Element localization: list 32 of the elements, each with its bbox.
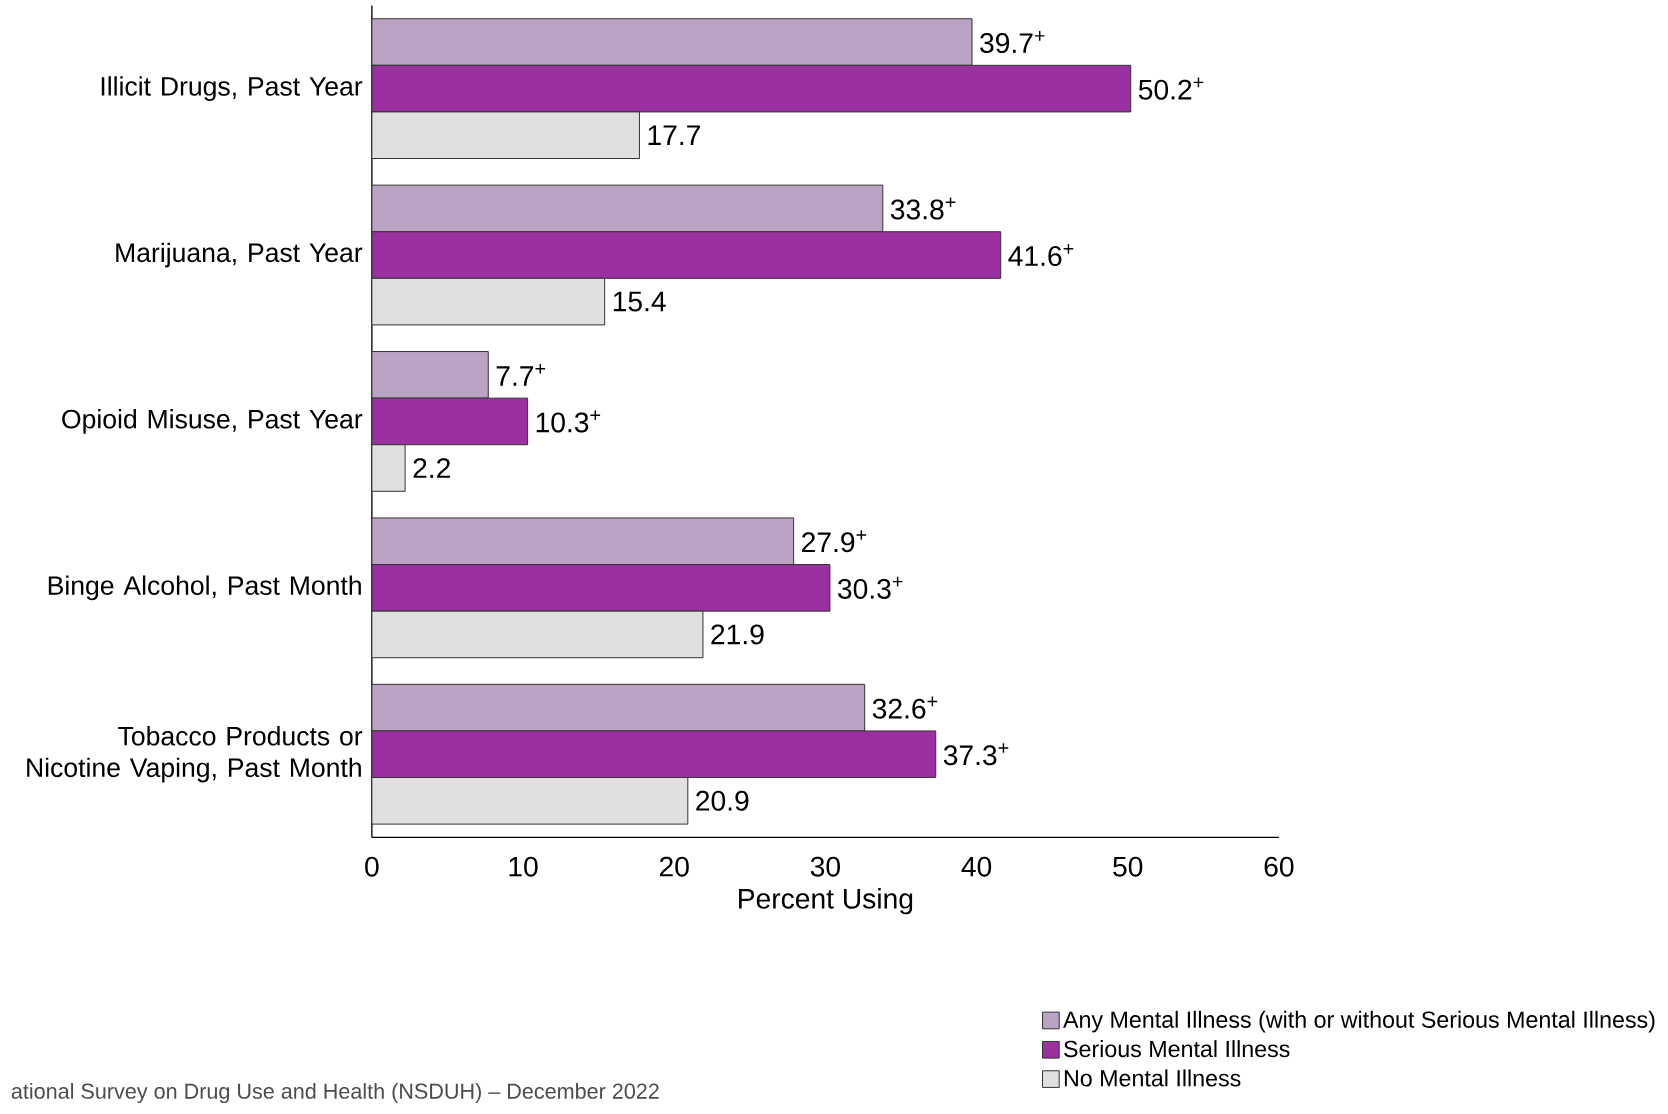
x-tick-label: 60 bbox=[1264, 856, 1294, 877]
data-label: 30.3$^{+}$ bbox=[837, 576, 903, 599]
x-tick-label: 0 bbox=[365, 856, 379, 877]
x-axis-title: Percent Using bbox=[739, 888, 913, 915]
text: ational Survey on Drug Use and Health (NSDUH) – December 2022 bbox=[11, 1082, 659, 1104]
y-tick-label: Tobacco Products or Nicotine Vaping, Past Month bbox=[27, 726, 363, 783]
legend-label: No Mental Illness bbox=[1064, 1069, 1241, 1087]
data-label: 37.3$^{+}$ bbox=[943, 743, 1009, 766]
data-label: 41.6$^{+}$ bbox=[1008, 243, 1074, 267]
legend-label: Serious Mental Illness bbox=[1064, 1040, 1290, 1058]
data-label: 7.7$^{+}$ bbox=[496, 363, 546, 386]
x-tick-label: 10 bbox=[509, 856, 538, 877]
data-label: 15.4 bbox=[613, 291, 666, 312]
data-label: 10.3$^{+}$ bbox=[536, 410, 601, 433]
data-label: 27.9$^{+}$ bbox=[802, 530, 867, 553]
x-tick-label: 50 bbox=[1113, 856, 1143, 877]
data-label: 2.2 bbox=[413, 458, 450, 478]
legend-label: Any Mental Illness (with or without Serious Mental Illness) bbox=[1063, 1010, 1655, 1033]
data-label: 39.7$^{+}$ bbox=[980, 30, 1045, 54]
x-tick-label: 30 bbox=[810, 856, 840, 877]
data-label: 32.6$^{+}$ bbox=[872, 696, 938, 719]
x-tick-label: 40 bbox=[961, 856, 992, 877]
x-tick-label: 20 bbox=[659, 856, 689, 877]
data-label: 33.8$^{+}$ bbox=[890, 197, 956, 220]
y-tick-label: Illicit Drugs, Past Year bbox=[101, 76, 363, 102]
data-label: 21.9 bbox=[711, 624, 764, 645]
y-tick-label: Marijuana, Past Year bbox=[116, 242, 363, 268]
data-label: 50.2$^{+}$ bbox=[1138, 77, 1204, 100]
data-label: 17.7 bbox=[648, 125, 700, 145]
data-label: 20.9 bbox=[696, 790, 749, 811]
y-tick-label: Binge Alcohol, Past Month bbox=[48, 575, 361, 601]
y-tick-label: Opioid Misuse, Past Year bbox=[62, 409, 363, 434]
